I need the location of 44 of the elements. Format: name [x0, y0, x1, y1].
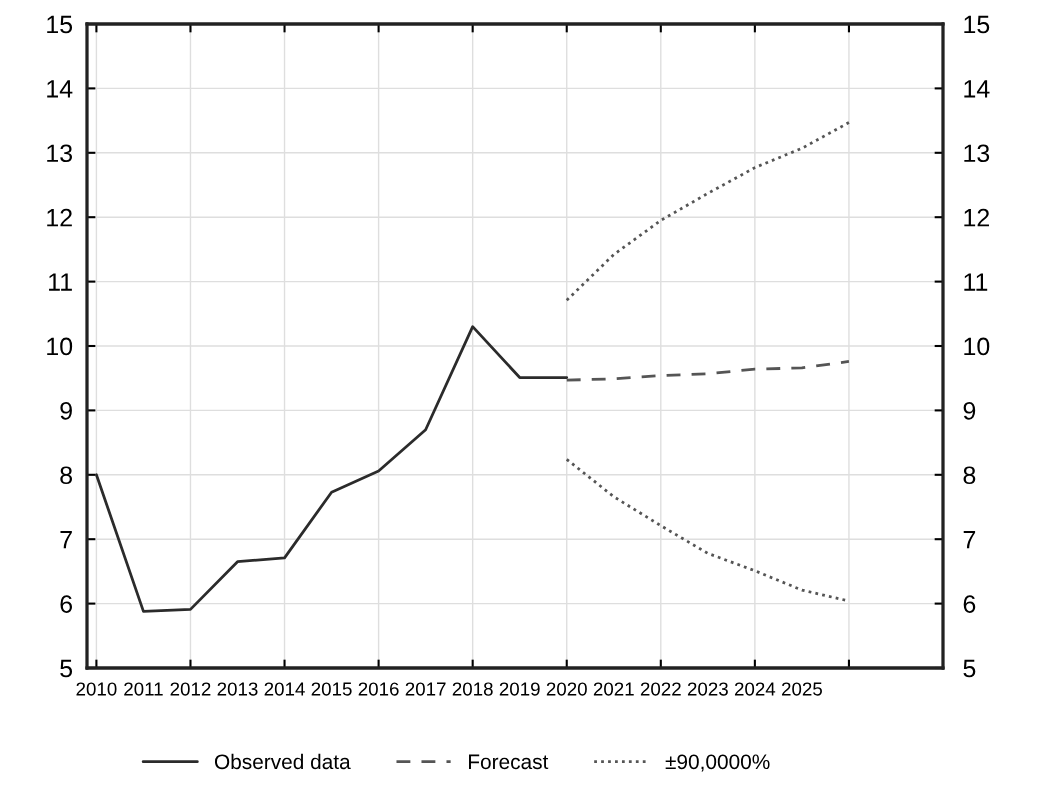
line-series: [565, 121, 851, 302]
x-tick-label: 2020: [546, 682, 587, 696]
y-tick-label: 10: [47, 337, 73, 356]
x-tick-label: 2013: [217, 682, 258, 696]
x-tick-label: 2021: [593, 682, 634, 696]
y2-tick-label: 14: [964, 80, 990, 98]
legend-label: Forecast: [469, 754, 549, 770]
y2-tick-label: 11: [964, 273, 988, 291]
x-tick-label: 2010: [76, 682, 117, 696]
x-tick-label: 2023: [687, 682, 728, 696]
y-tick-label: 14: [47, 80, 73, 98]
line-series: [565, 360, 851, 382]
y-tick-label: 6: [60, 595, 73, 613]
y2-tick-label: 13: [964, 144, 990, 163]
x-tick-label: 2014: [264, 682, 305, 696]
y2-tick-label: 8: [963, 466, 976, 485]
legend-label: ±90,0000%: [665, 754, 770, 772]
x-tick-label: 2011: [124, 682, 163, 696]
y-tick-label: 12: [47, 208, 72, 227]
x-tick-label: 2018: [452, 682, 493, 696]
line-series: [95, 325, 569, 613]
y2-tick-label: 10: [964, 337, 990, 356]
x-tick-label: 2016: [358, 682, 399, 696]
x-tick-label: 2025: [781, 682, 822, 696]
x-tick-label: 2022: [640, 682, 681, 696]
y2-tick-label: 15: [964, 15, 990, 34]
y2-tick-label: 9: [963, 402, 976, 420]
y2-tick-label: 6: [963, 595, 976, 613]
x-tick-label: 2015: [311, 682, 352, 696]
y-tick-label: 9: [60, 402, 72, 420]
y-tick-label: 11: [49, 273, 72, 291]
y-tick-label: 8: [60, 466, 73, 485]
y2-tick-label: 7: [963, 531, 976, 549]
y-tick-label: 7: [60, 531, 72, 549]
legend-label: Observed data: [214, 753, 351, 770]
x-tick-label: 2017: [405, 682, 446, 696]
x-tick-label: 2012: [170, 682, 211, 696]
y2-tick-label: 12: [964, 208, 989, 227]
y-tick-label: 13: [47, 144, 73, 163]
y2-tick-label: 5: [963, 659, 976, 678]
y-tick-label: 5: [60, 659, 73, 678]
y-tick-label: 15: [47, 15, 73, 34]
x-tick-label: 2024: [734, 682, 776, 696]
x-tick-label: 2019: [499, 682, 540, 696]
